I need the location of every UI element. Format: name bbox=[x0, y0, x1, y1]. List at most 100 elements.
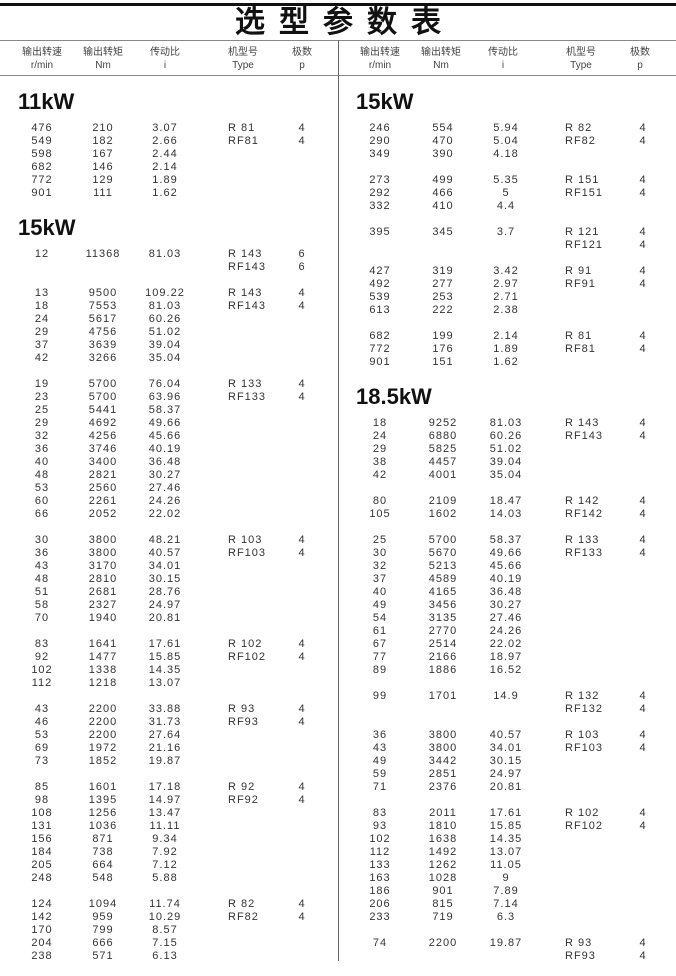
output-torque: 277 bbox=[432, 278, 454, 290]
header-label: 机型号 bbox=[566, 47, 596, 58]
output-speed: 83 bbox=[34, 638, 50, 650]
ratio: 9 bbox=[502, 872, 510, 884]
output-speed: 290 bbox=[369, 135, 391, 147]
output-torque: 210 bbox=[92, 122, 114, 134]
output-torque: 2166 bbox=[428, 651, 458, 663]
output-speed: 98 bbox=[34, 794, 50, 806]
section-title: 15kW bbox=[356, 89, 414, 114]
output-speed: 42 bbox=[372, 469, 388, 481]
ratio: 49.66 bbox=[489, 547, 523, 559]
table-row: 83 2011 17.61 R 102 4 bbox=[338, 807, 676, 820]
table-row: 43 2200 33.88 R 93 4 bbox=[0, 703, 338, 716]
table-header: 输出转速 r/min 输出转矩 Nm 传动比 i 机型号 Type 极数 p bbox=[0, 43, 338, 75]
model-type: RF133 bbox=[565, 547, 604, 559]
output-torque: 1218 bbox=[88, 677, 118, 689]
poles: 4 bbox=[639, 135, 647, 147]
table-row: 105 1602 14.03 RF142 4 bbox=[338, 508, 676, 521]
poles: 4 bbox=[639, 122, 647, 134]
output-torque: 2810 bbox=[88, 573, 118, 585]
output-torque: 2011 bbox=[429, 807, 457, 819]
output-speed: 613 bbox=[369, 304, 391, 316]
ratio: 1.89 bbox=[152, 174, 178, 186]
poles: 4 bbox=[639, 950, 647, 962]
ratio: 14.35 bbox=[489, 833, 523, 845]
ratio: 30.15 bbox=[148, 573, 182, 585]
output-speed: 43 bbox=[372, 742, 388, 754]
output-speed: 492 bbox=[369, 278, 391, 290]
output-speed: 80 bbox=[372, 495, 388, 507]
output-speed: 476 bbox=[31, 122, 53, 134]
header-label: 输出转速 bbox=[22, 47, 62, 58]
output-speed: 18 bbox=[372, 417, 388, 429]
ratio: 1.89 bbox=[493, 343, 519, 355]
table-row: 170 799 8.57 bbox=[0, 924, 338, 937]
header-unit: i bbox=[163, 60, 167, 71]
table-row: 25 5700 58.37 R 133 4 bbox=[338, 534, 676, 547]
header-unit: Nm bbox=[433, 60, 449, 71]
ratio: 4.18 bbox=[493, 148, 519, 160]
table-row: 43 3170 34.01 bbox=[0, 560, 338, 573]
ratio: 14.9 bbox=[493, 690, 519, 702]
model-type: RF143 bbox=[228, 261, 267, 273]
model-type: RF82 bbox=[565, 135, 596, 147]
output-speed: 60 bbox=[34, 495, 50, 507]
output-speed: 74 bbox=[372, 937, 388, 949]
table-row: 13 9500 109.22 R 143 4 bbox=[0, 287, 338, 300]
ratio: 30.27 bbox=[148, 469, 182, 481]
table-row: 349 390 4.18 bbox=[338, 148, 676, 161]
poles: 4 bbox=[298, 547, 306, 559]
poles: 4 bbox=[639, 278, 647, 290]
table-row: 29 4692 49.66 bbox=[0, 417, 338, 430]
output-speed: 238 bbox=[31, 950, 53, 962]
table-row: 549 182 2.66 RF81 4 bbox=[0, 135, 338, 148]
output-torque: 111 bbox=[93, 187, 113, 199]
output-torque: 1638 bbox=[428, 833, 458, 845]
table-row: 476 210 3.07 R 81 4 bbox=[0, 122, 338, 135]
output-speed: 29 bbox=[34, 326, 50, 338]
table-row: 246 554 5.94 R 82 4 bbox=[338, 122, 676, 135]
header-unit: p bbox=[637, 60, 643, 71]
table-row: 43 3800 34.01 RF103 4 bbox=[338, 742, 676, 755]
output-torque: 1028 bbox=[428, 872, 458, 884]
power-section: 18.5kW 18 9252 81.03 R 143 4 24 6880 60.26 RF143 4… bbox=[338, 382, 676, 963]
ratio: 2.97 bbox=[493, 278, 519, 290]
ratio: 36.48 bbox=[489, 586, 523, 598]
poles: 4 bbox=[639, 937, 647, 949]
output-torque: 5441 bbox=[88, 404, 118, 416]
table-row: 59 2851 24.97 bbox=[338, 768, 676, 781]
output-torque: 176 bbox=[432, 343, 454, 355]
ratio: 13.07 bbox=[148, 677, 182, 689]
ratio: 2.44 bbox=[152, 148, 178, 160]
output-torque: 9252 bbox=[428, 417, 458, 429]
table-row: 74 2200 19.87 R 93 4 bbox=[338, 937, 676, 950]
output-speed: 273 bbox=[369, 174, 391, 186]
header-label: 传动比 bbox=[488, 47, 518, 58]
output-torque: 2560 bbox=[88, 482, 118, 494]
table-row: 92 1477 15.85 RF102 4 bbox=[0, 651, 338, 664]
ratio: 36.48 bbox=[148, 456, 182, 468]
output-speed: 61 bbox=[372, 625, 388, 637]
ratio: 45.66 bbox=[148, 430, 182, 442]
table-row: 36 3800 40.57 RF103 4 bbox=[0, 547, 338, 560]
table-row: 133 1262 11.05 bbox=[338, 859, 676, 872]
poles: 4 bbox=[298, 391, 306, 403]
output-torque: 1477 bbox=[88, 651, 118, 663]
poles: 4 bbox=[298, 781, 306, 793]
model-type: RF143 bbox=[228, 300, 267, 312]
output-speed: 71 bbox=[372, 781, 388, 793]
ratio: 22.02 bbox=[489, 638, 523, 650]
table-row: 51 2681 28.76 bbox=[0, 586, 338, 599]
output-speed: 43 bbox=[34, 560, 50, 572]
model-group: 12 11368 81.03 R 143 6 RF143 6 bbox=[0, 248, 338, 274]
output-speed: 549 bbox=[31, 135, 53, 147]
ratio: 40.57 bbox=[489, 729, 523, 741]
table-row: RF143 6 bbox=[0, 261, 338, 274]
output-torque: 4256 bbox=[88, 430, 118, 442]
model-group: 18 9252 81.03 R 143 4 24 6880 60.26 RF143 4 29 5825… bbox=[338, 417, 676, 482]
ratio: 10.29 bbox=[148, 911, 182, 923]
output-torque: 2681 bbox=[88, 586, 118, 598]
table-row: 427 319 3.42 R 91 4 bbox=[338, 265, 676, 278]
output-torque: 6880 bbox=[428, 430, 458, 442]
output-speed: 682 bbox=[369, 330, 391, 342]
table-row: 248 548 5.88 bbox=[0, 872, 338, 885]
